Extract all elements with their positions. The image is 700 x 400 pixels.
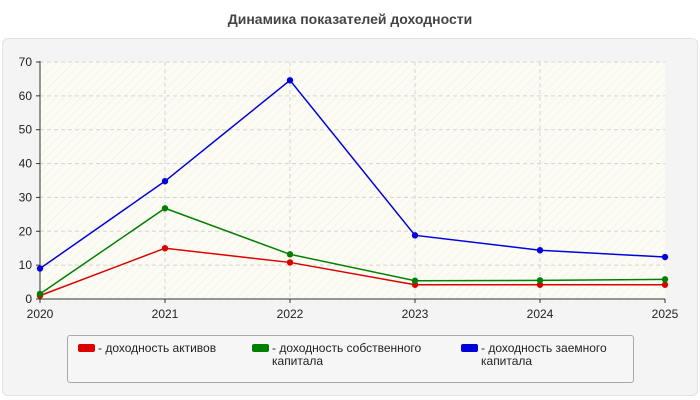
y-tick-label: 50 (19, 123, 33, 137)
series-line-1 (39, 207, 666, 295)
data-point-1-5[interactable] (661, 276, 669, 283)
y-tick-label: 10 (19, 258, 33, 272)
data-point-0-5[interactable] (661, 281, 669, 288)
legend-item-assets[interactable]: - доходность активов (78, 342, 248, 355)
x-tick-label: 2022 (277, 307, 304, 321)
series-line-0 (39, 247, 665, 297)
legend-item-equity[interactable]: - доходность собственного капитала (252, 342, 442, 368)
x-tick-label: 2023 (402, 307, 429, 321)
x-tick-label: 2025 (652, 307, 679, 321)
data-point-2-2[interactable] (286, 77, 294, 84)
legend-item-debt[interactable]: - доходность заемного капитала (461, 342, 631, 368)
data-point-2-4[interactable] (536, 247, 544, 254)
data-point-2-5[interactable] (661, 253, 669, 261)
series-lines (36, 77, 669, 299)
data-point-2-0[interactable] (36, 265, 44, 272)
axes (36, 61, 666, 303)
data-point-1-2[interactable] (286, 251, 294, 258)
tick-labels: 0 10 20 30 40 50 60 70 2020 2021 2022 2023 2024 2025 (19, 55, 679, 321)
series-line-2 (39, 79, 666, 270)
data-point-2-3[interactable] (411, 232, 419, 239)
data-point-1-3[interactable] (411, 277, 419, 284)
data-point-0-4[interactable] (536, 281, 544, 288)
y-tick-label: 20 (19, 224, 33, 238)
legend-label-debt: - доходность заемного капитала (481, 341, 607, 368)
data-point-0-1[interactable] (161, 245, 169, 252)
x-tick-label: 2021 (152, 307, 179, 321)
legend-label-equity: - доходность собственного капитала (272, 341, 422, 368)
plot-area (40, 62, 665, 299)
data-point-2-1[interactable] (161, 177, 169, 185)
y-tick-label: 30 (19, 190, 33, 204)
y-tick-label: 70 (19, 55, 33, 69)
y-tick-label: 0 (25, 292, 32, 306)
legend-swatch-equity (252, 344, 269, 352)
y-tick-label: 60 (19, 89, 33, 103)
x-tick-label: 2024 (527, 307, 554, 321)
data-point-1-0[interactable] (36, 290, 44, 298)
legend-swatch-debt (461, 344, 478, 352)
y-tick-label: 40 (19, 157, 33, 171)
data-point-1-4[interactable] (536, 277, 544, 284)
legend-label-assets: - доходность активов (98, 341, 217, 355)
data-point-1-1[interactable] (161, 205, 169, 212)
x-tick-label: 2020 (27, 307, 54, 321)
chart-title: Динамика показателей доходности (227, 11, 473, 27)
legend: - доходность активов - доходность собств… (67, 335, 634, 383)
data-point-0-2[interactable] (286, 259, 294, 266)
legend-swatch-assets (78, 344, 95, 352)
